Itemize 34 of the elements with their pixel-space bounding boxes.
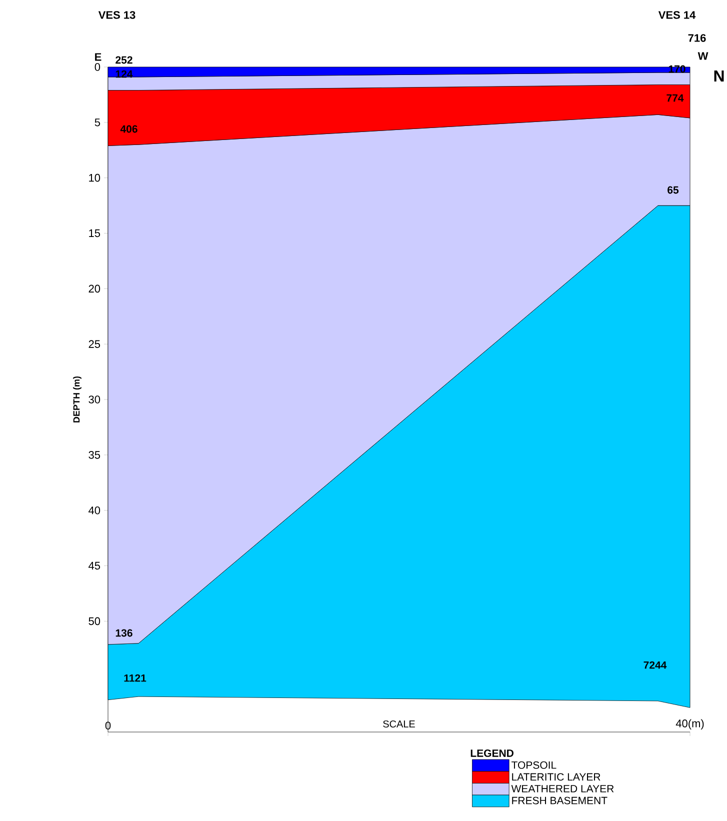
y-tick-label: 50 bbox=[88, 617, 100, 626]
annotation: 65 bbox=[668, 186, 679, 194]
legend-label: LATERITIC LAYER bbox=[512, 773, 600, 781]
text: N bbox=[714, 70, 724, 82]
y-tick-label: 25 bbox=[88, 340, 100, 348]
text: VES 14 bbox=[658, 11, 696, 19]
text: W bbox=[698, 52, 708, 60]
annotation: 7244 bbox=[644, 661, 667, 669]
legend-label: FRESH BASEMENT bbox=[512, 796, 608, 804]
y-tick-label: 5 bbox=[94, 118, 100, 126]
annotation: 406 bbox=[120, 125, 138, 133]
annotation: 136 bbox=[116, 629, 132, 637]
text: VES 13 bbox=[98, 11, 136, 19]
legend-title: LEGEND bbox=[470, 750, 514, 757]
y-axis-title: DEPTH (m) bbox=[73, 376, 82, 422]
y-tick-label: 30 bbox=[88, 396, 100, 404]
annotation: 124 bbox=[116, 70, 133, 78]
y-tick-label: 20 bbox=[88, 284, 100, 293]
legend-label: TOPSOIL bbox=[512, 761, 556, 769]
x-axis-title: SCALE bbox=[383, 720, 415, 728]
annotation: 774 bbox=[666, 94, 684, 102]
text: 716 bbox=[688, 34, 706, 42]
annotation: 170 bbox=[668, 65, 686, 73]
annotation: 1121 bbox=[124, 674, 146, 682]
text: E bbox=[95, 53, 102, 61]
y-tick-label: 0 bbox=[94, 63, 100, 71]
x-tick-label: 40(m) bbox=[676, 719, 704, 730]
legend-label: WEATHERED LAYER bbox=[511, 785, 614, 792]
y-tick-label: 45 bbox=[88, 562, 100, 570]
y-tick-label: 40 bbox=[88, 506, 100, 514]
y-tick-label: 15 bbox=[89, 229, 100, 238]
y-tick-label: 35 bbox=[88, 451, 100, 459]
text: 252 bbox=[116, 56, 132, 64]
y-tick-label: 10 bbox=[89, 174, 100, 182]
